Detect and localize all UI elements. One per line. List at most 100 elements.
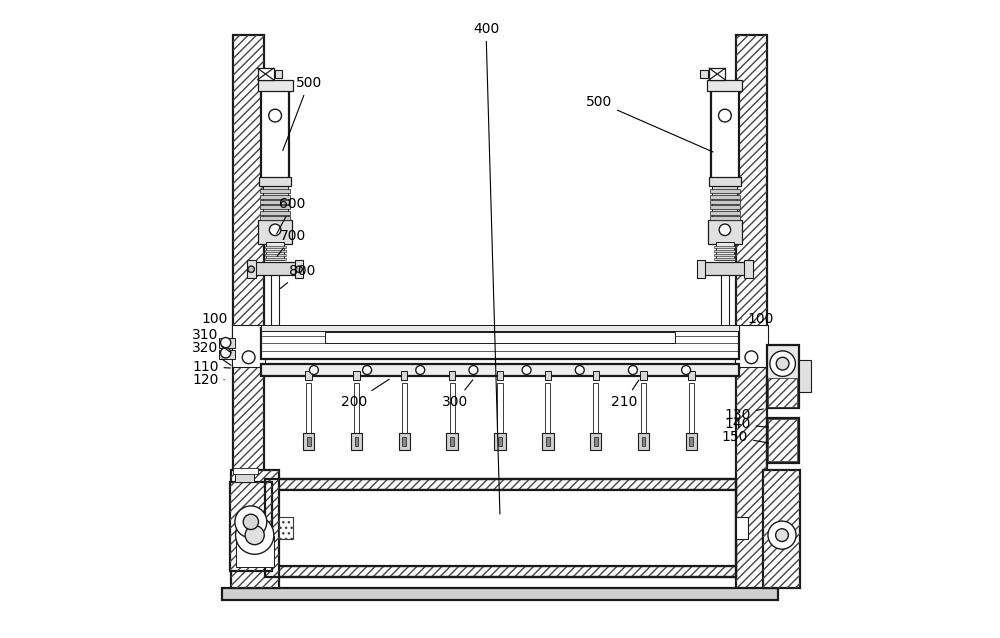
Bar [401,371,407,380]
Text: 800: 800 [280,264,315,288]
Bar [402,437,406,446]
Circle shape [719,109,731,122]
Bar [230,482,272,571]
Bar [402,383,407,434]
Bar [736,517,748,539]
Bar [265,250,286,253]
Bar [265,566,736,577]
Circle shape [776,529,788,542]
Bar [799,360,811,392]
Bar [231,470,279,588]
Bar [260,211,290,215]
Bar [714,246,735,248]
Bar [689,383,694,434]
Bar [236,537,274,567]
Bar [266,242,284,260]
Bar [498,437,502,446]
Bar [763,470,800,588]
Bar [590,433,601,450]
Bar [710,216,740,220]
Bar [260,200,290,204]
Bar [233,35,264,597]
Bar [230,482,272,571]
Bar [688,371,695,380]
Bar [265,478,736,490]
Bar [279,517,293,539]
Bar [736,35,767,597]
Bar [261,82,289,179]
Bar [707,80,742,91]
Bar [450,383,455,434]
Text: 110: 110 [192,360,231,374]
Bar [735,325,768,367]
Text: 140: 140 [724,417,768,431]
Bar [353,371,360,380]
Text: 310: 310 [192,328,231,353]
Bar [261,364,739,376]
Text: 600: 600 [277,197,306,234]
Bar [697,260,705,278]
Bar [233,35,264,597]
Bar [641,383,646,434]
Bar [275,70,282,78]
Bar [233,468,258,474]
Bar [307,437,311,446]
Circle shape [236,516,274,554]
Bar [545,371,551,380]
Bar [230,482,272,571]
Bar [271,273,279,345]
Bar [593,371,599,380]
Bar [259,177,291,186]
Circle shape [243,514,259,530]
Circle shape [416,366,425,375]
Circle shape [745,351,758,364]
Bar [233,35,264,597]
Bar [744,260,753,278]
Bar [700,70,708,78]
Bar [545,383,550,434]
Text: 100: 100 [741,312,773,326]
Bar [261,325,739,331]
Bar [714,258,735,260]
Bar [689,437,693,446]
Bar [686,433,697,450]
Text: 500: 500 [283,76,322,151]
Text: 150: 150 [722,430,768,444]
Bar [279,517,293,539]
Bar [546,437,550,446]
Text: 700: 700 [277,229,306,256]
Bar [593,383,598,434]
Circle shape [719,224,731,235]
Text: 200: 200 [341,379,389,409]
Bar [265,566,736,577]
Bar [710,195,740,198]
Bar [714,254,735,256]
Circle shape [269,109,281,122]
Bar [351,433,362,450]
Text: 320: 320 [192,341,231,366]
Circle shape [221,348,231,358]
Bar [260,195,290,198]
Bar [265,258,286,260]
Bar [446,433,458,450]
Bar [710,200,740,204]
Bar [354,383,359,434]
Bar [305,371,312,380]
Bar [768,378,797,407]
Bar [497,383,503,434]
Circle shape [628,366,637,375]
Circle shape [522,366,531,375]
Text: 300: 300 [442,380,473,409]
Bar [450,437,454,446]
Circle shape [235,506,267,538]
Bar [295,260,303,278]
Bar [712,185,737,220]
Bar [449,371,455,380]
Text: 130: 130 [724,408,763,422]
Bar [638,433,649,450]
Circle shape [363,366,372,375]
Bar [710,205,740,209]
Bar [306,383,311,434]
Text: 100: 100 [201,312,233,326]
Bar [265,246,286,248]
